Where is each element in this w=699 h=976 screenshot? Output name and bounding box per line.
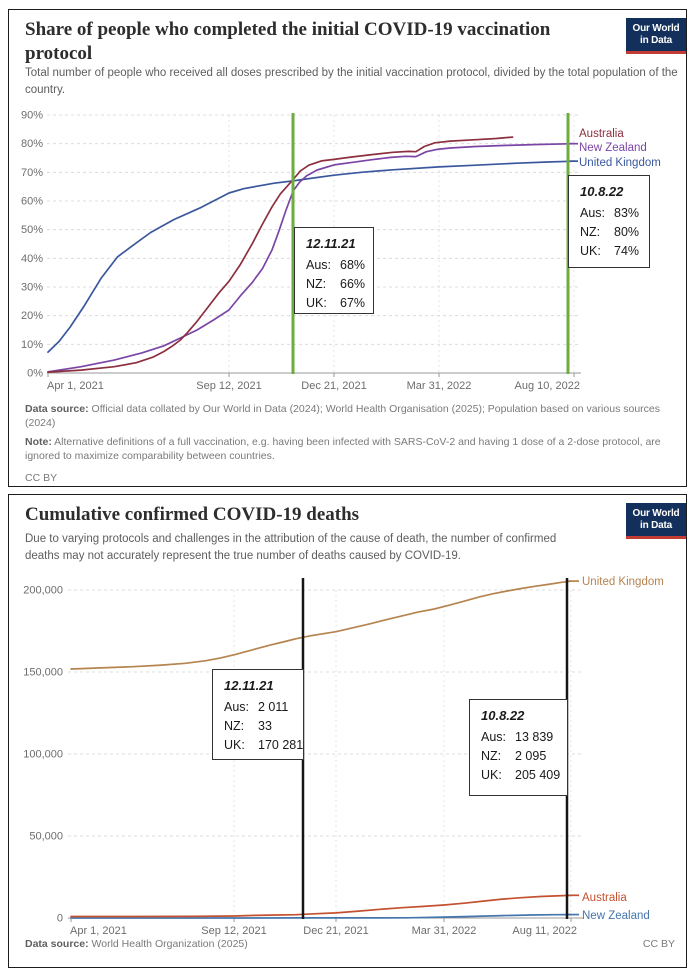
annotation-date: 12.11.21	[306, 236, 356, 251]
vaccination-chart: 0% 10% 20% 30% 40% 50% 60% 70% 80% 90% Apr 1, 2021…	[21, 110, 581, 392]
annotation-date: 10.8.22	[481, 708, 525, 723]
y-tick-label: 150,000	[23, 667, 63, 679]
owid-logo-line1: Our World	[632, 507, 680, 519]
legend-new-zealand: New Zealand	[579, 142, 647, 154]
y-tick-label: 50%	[21, 224, 43, 236]
x-tick-label: Dec 21, 2021	[303, 925, 368, 937]
australia-line	[70, 894, 572, 918]
united-kingdom-line	[47, 160, 575, 353]
owid-logo-line2: in Data	[640, 34, 672, 46]
legend-new-zealand: New Zealand	[582, 910, 650, 922]
annotation-box: 12.11.21 Aus: 68% NZ: 66% UK: 67%	[294, 227, 374, 314]
x-tick-label: Mar 31, 2022	[407, 380, 472, 392]
y-tick-label: 20%	[21, 310, 43, 322]
y-tick-label: 100,000	[23, 749, 63, 761]
chart-footer: Data source: Official data collated by O…	[25, 402, 677, 489]
y-tick-label: 70%	[21, 167, 43, 179]
australia-line	[47, 136, 514, 373]
y-tick-label: 0%	[27, 368, 43, 380]
y-tick-label: 200,000	[23, 585, 63, 597]
annotation-box: 10.8.22 Aus: 13 839 NZ: 2 095 UK: 205 409	[469, 699, 568, 796]
y-tick-label: 0	[57, 913, 63, 925]
deaths-chart: 0 50,000 100,000 150,000 200,000 Apr 1, 2021 S…	[23, 578, 583, 937]
license-badge: CC BY	[25, 471, 58, 484]
legend-australia: Australia	[582, 892, 627, 904]
x-tick-label: Aug 10, 2022	[515, 380, 580, 392]
y-tick-label: 30%	[21, 282, 43, 294]
y-tick-label: 90%	[21, 110, 43, 122]
y-tick-label: 50,000	[29, 831, 63, 843]
datasource-line: Data source: World Health Organization (…	[25, 938, 248, 950]
owid-logo: Our World in Data	[626, 503, 686, 539]
legend-united-kingdom: United Kingdom	[579, 157, 661, 169]
page-title: Share of people who completed the initia…	[25, 19, 551, 65]
y-tick-label: 80%	[21, 138, 43, 150]
page-title: Cumulative confirmed COVID-19 deaths	[25, 504, 360, 525]
legend-australia: Australia	[579, 128, 624, 140]
x-tick-label: Apr 1, 2021	[70, 925, 127, 937]
vaccination-chart-panel: Share of people who completed the initia…	[8, 9, 687, 487]
deaths-chart-panel: Cumulative confirmed COVID-19 deaths Our…	[8, 494, 687, 968]
owid-logo-line1: Our World	[632, 22, 680, 34]
y-tick-label: 40%	[21, 253, 43, 265]
united-kingdom-line	[70, 580, 572, 670]
owid-logo-line2: in Data	[640, 519, 672, 531]
annotation-date: 12.11.21	[224, 678, 274, 693]
annotation-box: 12.11.21 Aus: 2 011 NZ: 33 UK: 170 281	[212, 669, 304, 760]
y-tick-label: 10%	[21, 339, 43, 351]
annotation-date: 10.8.22	[580, 184, 624, 199]
x-tick-label: Sep 12, 2021	[196, 380, 261, 392]
datasource-line: Data source: Official data collated by O…	[25, 403, 660, 430]
owid-logo: Our World in Data	[626, 18, 686, 54]
x-tick-label: Dec 21, 2021	[301, 380, 366, 392]
license-badge: CC BY	[642, 938, 675, 950]
chart-footer: Data source: World Health Organization (…	[25, 937, 675, 955]
new-zealand-line	[70, 913, 572, 919]
y-tick-label: 60%	[21, 196, 43, 208]
annotation-box: 10.8.22 Aus: 83% NZ: 80% UK: 74%	[568, 175, 650, 268]
x-tick-label: Mar 31, 2022	[412, 925, 477, 937]
legend-united-kingdom: United Kingdom	[582, 576, 664, 588]
note-line: Note: Alternative definitions of a full …	[25, 435, 661, 463]
chart-subtitle: Total number of people who received all …	[25, 67, 678, 96]
x-tick-label: Apr 1, 2021	[47, 380, 104, 392]
chart-subtitle: Due to varying protocols and challenges …	[25, 533, 557, 562]
x-tick-label: Sep 12, 2021	[201, 925, 266, 937]
x-tick-label: Aug 11, 2022	[512, 925, 577, 937]
